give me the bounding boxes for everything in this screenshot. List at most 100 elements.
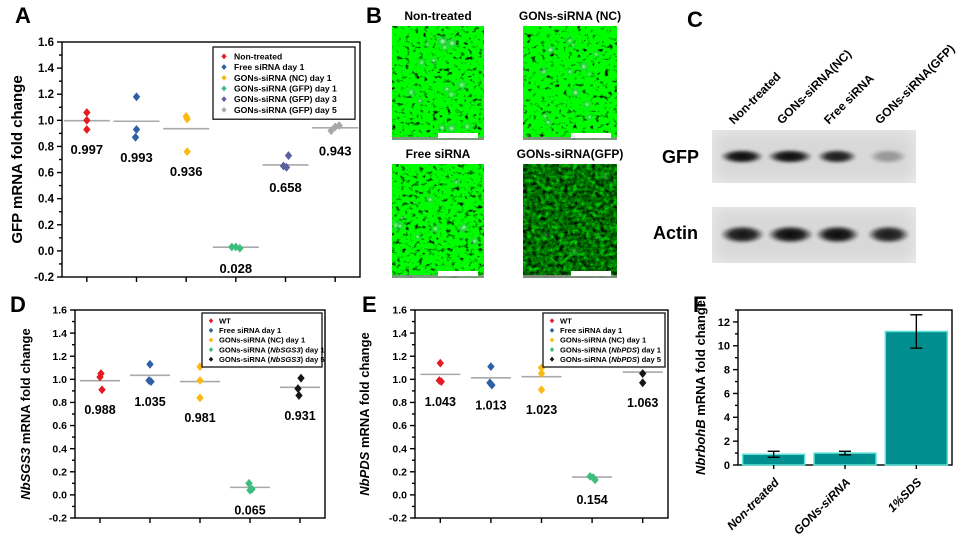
legend-label: GONs-siRNA (NbPDS) day 1 [560,345,662,354]
image-bottom-strip [392,275,484,278]
data-point [297,373,305,383]
y-axis: 0 2 4 6 8 10 12 [718,309,738,472]
data-point [132,125,141,134]
data-point [549,356,555,362]
y-axis: -0.2 0.0 0.2 0.4 0.6 0.8 1.0 1.2 1.4 1.6 [389,305,415,525]
data-point [486,378,494,388]
data-point [221,85,227,92]
data-point [639,378,647,388]
bar-group-0: Non-treated [724,450,806,533]
data-point [284,151,293,160]
chart-text: 0.4 [38,194,55,206]
legend-label: GONs-siRNA (NbSGS3) day 5 [219,355,325,364]
chart-nbrbohb-mrna: 0 2 4 6 8 10 12 Non-treated GONs-siRNA 1%SDS Nbrbo… [680,290,959,548]
chart-text: 0.6 [52,420,67,432]
mean-value-label: 0.943 [319,143,352,158]
y-axis-title: NbSGS3 mRNA fold change [18,328,33,499]
scatter-group-0: 1.043 [420,358,461,523]
chart-text: 1.2 [392,351,407,363]
bar [884,330,949,466]
data-point [132,92,141,102]
chart-text: 1.4 [52,328,67,340]
data-point [208,347,214,353]
mean-value-label: 0.658 [269,180,302,195]
data-point [549,337,555,343]
chart-text: 0.2 [392,466,407,478]
scatter-group-3: 0.154 [572,472,613,523]
scatter-group-2: 1.023 [521,363,562,523]
data-point [221,64,227,70]
chart-text: 0.6 [38,168,54,180]
x-category-label: Non-treated [724,475,782,533]
legend-label: GONs-siRNA (NC) day 1 [234,73,332,83]
chart-svg-D: -0.2 0.0 0.2 0.4 0.6 0.8 1.0 1.2 1.4 1.6 0.988 1.03… [18,305,326,525]
legend-label: GONs-siRNA (NbPDS) day 5 [560,355,662,364]
scatter-group-0: 0.997 [63,108,110,282]
scatter-group-1: 1.035 [130,359,170,523]
scatter-group-3: 0.065 [230,478,270,523]
scale-bar [571,133,611,138]
chart-svg-A: -0.2 0.0 0.2 0.4 0.6 0.8 1.0 1.2 1.4 1.6 0.997 0.99… [9,37,361,284]
blot-band [813,224,861,244]
fluorescence-texture [392,26,484,140]
blot-strip-actin [712,207,916,263]
scatter-group-1: 0.993 [113,92,160,282]
mean-value-label: 1.063 [627,396,658,410]
data-point [279,161,288,171]
fluorescence-texture [523,26,617,140]
x-category-label: 1%SDS [885,475,925,515]
image-bottom-strip [523,275,617,278]
data-point [221,106,227,113]
chart-text: 1.6 [392,305,407,317]
chart-text: 10 [718,341,730,353]
data-point [228,242,236,252]
chart-text: 0.2 [38,220,54,232]
chart-text: 0.0 [392,490,407,502]
scale-bar [438,133,478,138]
legend-label: Non-treated [234,51,282,61]
mean-value-label: 0.154 [576,493,607,507]
legend-label: GONs-siRNA (GFP) day 3 [234,94,337,104]
chart-text: 0.0 [52,490,67,502]
mean-value-label: 1.043 [425,395,456,409]
y-axis: -0.2 0.0 0.2 0.4 0.6 0.8 1.0 1.2 1.4 1.6 [49,305,75,525]
panel-label-e: E [362,292,377,317]
data-point [196,362,204,372]
mean-value-label: 1.035 [134,395,165,409]
data-point [236,243,244,253]
panel-label-a: A [15,3,31,28]
y-axis-title: NbrbohB mRNA fold change [693,300,708,475]
legend-label: GONs-siRNA (NC) day 1 [560,336,647,345]
mean-value-label: 1.013 [475,398,506,412]
data-point [208,327,214,333]
chart-text: 1.0 [38,115,54,127]
chart-text: 1.0 [392,374,407,386]
micro-title-free-sirna: Free siRNA [405,147,471,161]
scatter-group-2: 0.936 [163,112,210,282]
y-axis-title: GFP mRNA fold change [9,75,26,243]
chart-svg-F: 0 2 4 6 8 10 12 Non-treated GONs-siRNA 1%SDS Nbrbo… [693,300,953,537]
legend-label: GONs-siRNA (GFP) day 1 [234,83,337,93]
blot-row-label-gfp: GFP [662,147,700,167]
chart-text: 0.6 [392,420,407,432]
mean-value-label: 0.931 [284,409,315,423]
chart-nbpds-mrna: -0.2 0.0 0.2 0.4 0.6 0.8 1.0 1.2 1.4 1.6 1.043 1.01… [335,290,680,548]
scatter-group-4: 0.931 [280,373,320,523]
blot-band [719,148,765,164]
panel-label-c: C [687,7,703,32]
chart-text: 1.6 [38,37,54,49]
chart-text: 1.4 [38,63,55,75]
chart-text: 2 [724,436,730,448]
panel-label-b: B [366,3,382,28]
image-bottom-strip [392,137,484,140]
bar-group-2: 1%SDS [884,314,949,515]
scatter-group-5: 0.943 [312,121,359,282]
mean-value-label: 0.936 [170,164,203,179]
data-point [245,478,253,488]
data-point [639,369,647,378]
data-point [83,125,91,134]
chart-text: 1.0 [52,374,67,386]
scatter-group-2: 0.981 [180,362,220,523]
